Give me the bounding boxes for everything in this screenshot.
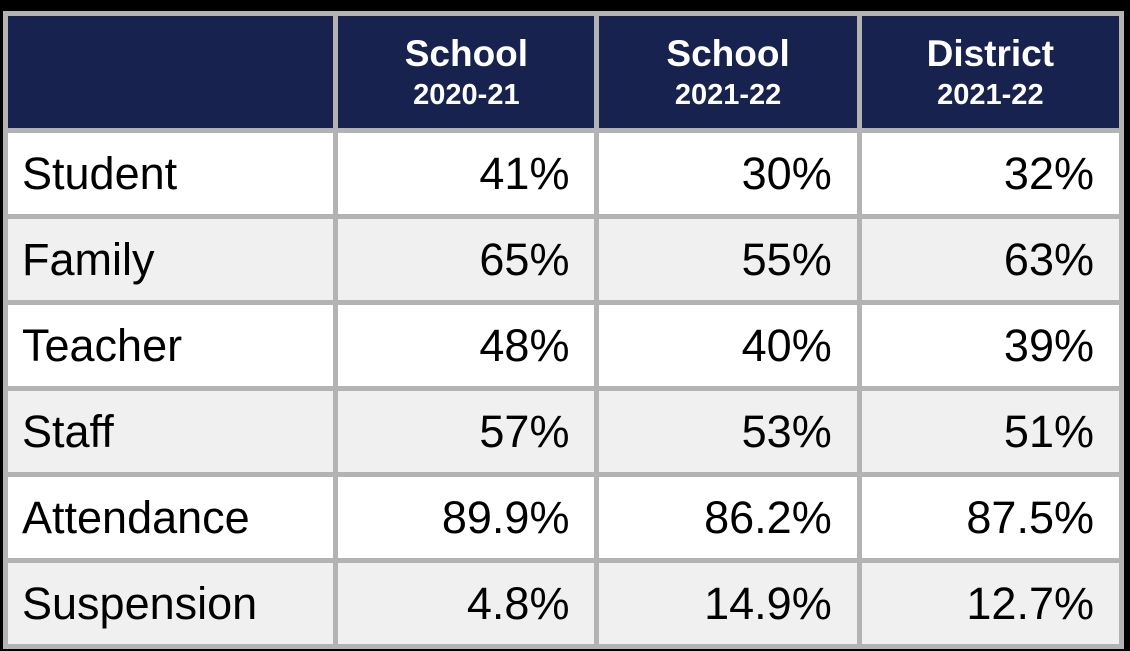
col-header-district-2021-22: District 2021-22 — [856, 11, 1125, 133]
col-header-year: 2021-22 — [937, 78, 1044, 111]
table-row-student: Student 41% 30% 32% — [2, 128, 1125, 219]
value-cell: 63% — [856, 214, 1125, 305]
header-row: School 2020-21 School 2021-22 District 2… — [2, 11, 1125, 133]
value-cell: 87.5% — [856, 472, 1125, 563]
value-cell: 4.8% — [333, 558, 600, 649]
row-label: Student — [2, 128, 339, 219]
col-header-year: 2020-21 — [413, 78, 520, 111]
table-row-teacher: Teacher 48% 40% 39% — [2, 300, 1125, 391]
corner-cell — [2, 11, 339, 133]
value-cell: 48% — [333, 300, 600, 391]
row-label: Teacher — [2, 300, 339, 391]
col-header-title: District — [926, 33, 1055, 75]
value-cell: 30% — [594, 128, 862, 219]
value-cell: 65% — [333, 214, 600, 305]
value-cell: 14.9% — [594, 558, 862, 649]
table-row-staff: Staff 57% 53% 51% — [2, 386, 1125, 477]
value-cell: 39% — [856, 300, 1125, 391]
value-cell: 32% — [856, 128, 1125, 219]
value-cell: 89.9% — [333, 472, 600, 563]
col-header-title: School — [666, 33, 790, 75]
table-row-attendance: Attendance 89.9% 86.2% 87.5% — [2, 472, 1125, 563]
col-header-year: 2021-22 — [674, 78, 782, 111]
col-header-school-2020-21: School 2020-21 — [333, 11, 600, 133]
climate-survey-results-table: School 2020-21 School 2021-22 District 2… — [2, 11, 1125, 649]
table-row-suspension: Suspension 4.8% 14.9% 12.7% — [2, 558, 1125, 649]
value-cell: 53% — [594, 386, 862, 477]
row-label: Attendance — [2, 472, 339, 563]
col-header-title: School — [404, 33, 529, 75]
value-cell: 40% — [594, 300, 862, 391]
value-cell: 57% — [333, 386, 600, 477]
value-cell: 41% — [333, 128, 600, 219]
col-header-school-2021-22: School 2021-22 — [594, 11, 862, 133]
row-label: Family — [2, 214, 339, 305]
value-cell: 55% — [594, 214, 862, 305]
value-cell: 51% — [856, 386, 1125, 477]
value-cell: 12.7% — [856, 558, 1125, 649]
row-label: Suspension — [2, 558, 339, 649]
row-label: Staff — [2, 386, 339, 477]
table-row-family: Family 65% 55% 63% — [2, 214, 1125, 305]
value-cell: 86.2% — [594, 472, 862, 563]
